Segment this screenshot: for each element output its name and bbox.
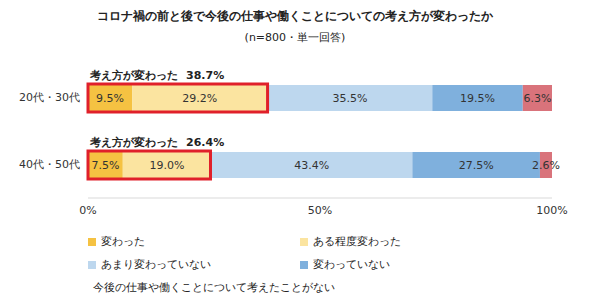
svg-text:43.4%: 43.4% (294, 159, 329, 172)
svg-text:2.6%: 2.6% (532, 159, 560, 172)
html-text:(n=800・単一回答): (n=800・単一回答) (244, 31, 346, 44)
html-text:ある程度変わった: ある程度変わった (313, 235, 401, 248)
svg-text:100%: 100% (536, 204, 567, 217)
svg-text:0%: 0% (79, 204, 96, 217)
svg-text:19.0%: 19.0% (149, 159, 184, 172)
svg-text:27.5%: 27.5% (459, 159, 494, 172)
html-text:今後の仕事や働くことについて考えたことがない: 今後の仕事や働くことについて考えたことがない (93, 281, 335, 294)
svg-text:9.5%: 9.5% (96, 92, 124, 105)
html-text:あまり変わっていない: あまり変わっていない (101, 258, 211, 271)
svg-text:7.5%: 7.5% (91, 159, 119, 172)
svg-text:考え方が変わった38.7%: 考え方が変わった38.7% (89, 69, 224, 82)
html-text:コロナ禍の前と後で今後の仕事や働くことについての考え方が変わ: コロナ禍の前と後で今後の仕事や働くことについての考え方が変わったか (97, 9, 493, 23)
html-text:変わった: 変わった (101, 235, 145, 248)
svg-text:20代・30代: 20代・30代 (19, 91, 80, 104)
html-text:変わっていない: 変わっていない (313, 258, 390, 271)
svg-text:考え方が変わった26.4%: 考え方が変わった26.4% (89, 136, 224, 149)
svg-text:40代・50代: 40代・50代 (19, 158, 80, 171)
svg-text:35.5%: 35.5% (332, 92, 367, 105)
svg-text:29.2%: 29.2% (182, 92, 217, 105)
svg-text:6.3%: 6.3% (523, 92, 551, 105)
svg-text:50%: 50% (308, 204, 332, 217)
svg-text:19.5%: 19.5% (460, 92, 495, 105)
